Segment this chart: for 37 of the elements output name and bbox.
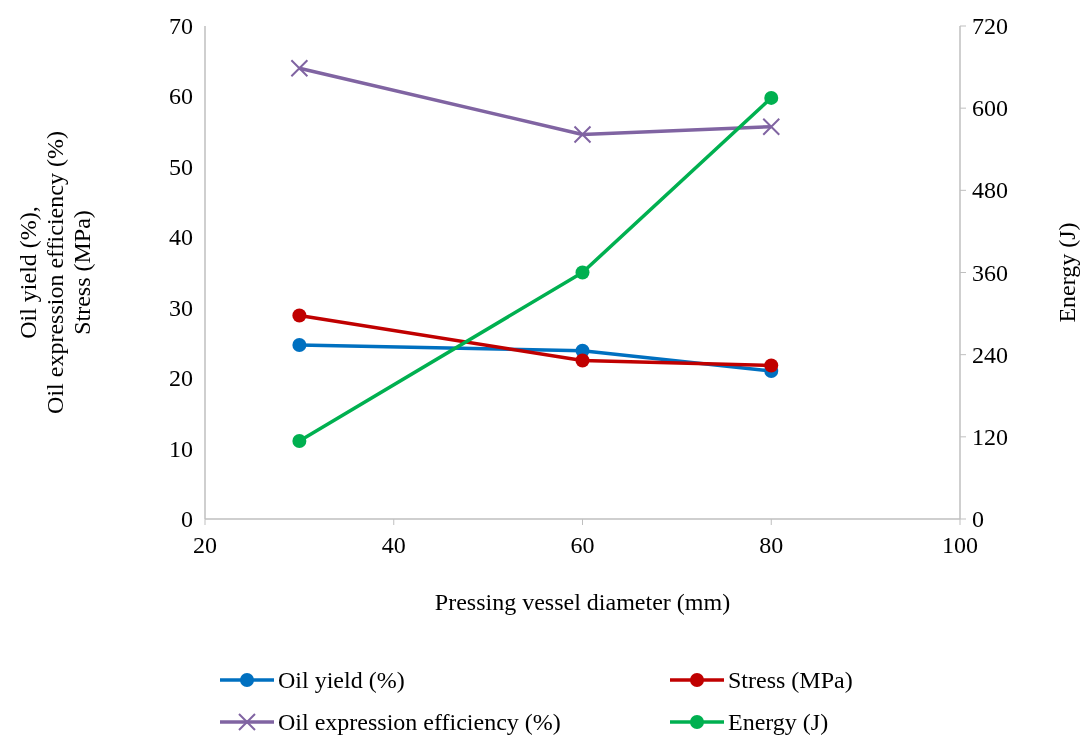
x-tick-label: 100 (942, 532, 978, 558)
y-tick-label: 0 (181, 506, 193, 532)
point (575, 265, 590, 280)
point (762, 117, 781, 136)
x-tick-label: 40 (381, 532, 406, 558)
x-axis-title: Pressing vessel diameter (mm) (434, 589, 731, 615)
y-tick-label: 60 (169, 83, 193, 110)
point (292, 338, 307, 353)
point (764, 358, 779, 373)
y2-tick-label: 120 (972, 423, 1008, 450)
point (292, 308, 307, 323)
y-tick-label: 20 (169, 365, 193, 392)
y-tick-label: 70 (169, 13, 193, 39)
y-tick-label: 10 (169, 435, 193, 462)
y2-tick-label: 0 (972, 506, 984, 532)
y-tick-label: 40 (169, 224, 193, 251)
y2-tick-label: 480 (972, 177, 1008, 204)
y2-tick-label: 720 (972, 13, 1008, 39)
point (764, 90, 779, 105)
legend-label: Energy (J) (728, 709, 829, 735)
point (573, 125, 592, 144)
legend-label: Stress (MPa) (728, 667, 853, 693)
y-tick-label: 50 (169, 153, 193, 180)
y2-tick-label: 240 (972, 341, 1008, 368)
y-tick-label: 30 (169, 294, 193, 321)
y2-axis-title: Energy (J) (1054, 222, 1080, 323)
legend-label: Oil expression efficiency (%) (278, 709, 561, 735)
y2-tick-label: 360 (972, 259, 1008, 286)
point (575, 353, 590, 368)
point (292, 433, 307, 448)
x-tick-label: 80 (759, 532, 784, 558)
legend-label: Oil yield (%) (278, 667, 405, 693)
x-tick-label: 20 (193, 532, 217, 558)
point (290, 59, 309, 78)
y-axis-title: Oil yield (%), Oil expression efficiency (%) Stress (MPa) (15, 131, 95, 414)
x-tick-label: 60 (570, 532, 595, 558)
y2-tick-label: 600 (972, 95, 1008, 122)
